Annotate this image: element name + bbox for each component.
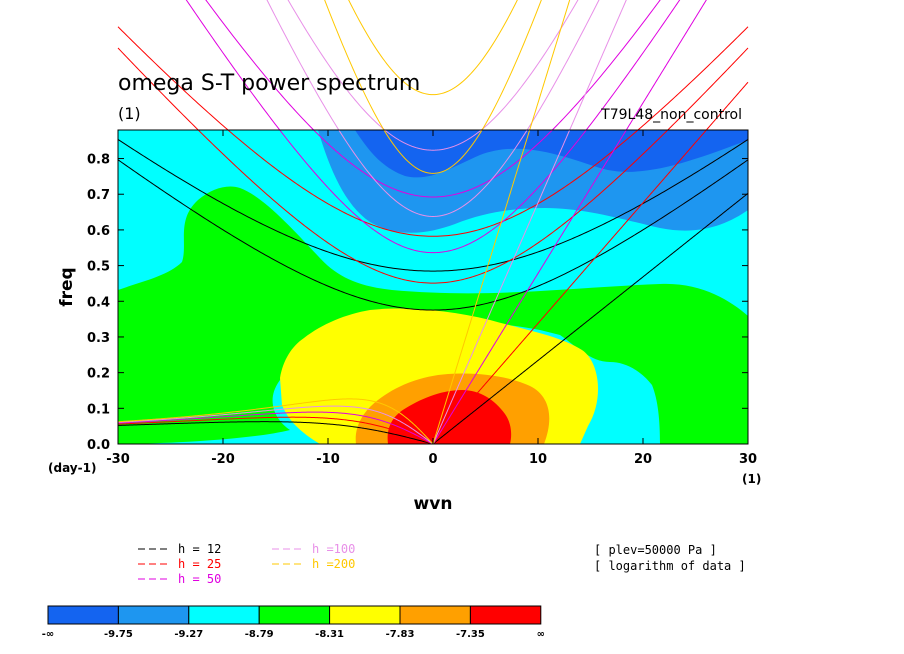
x-unit-label: (1) (742, 472, 761, 486)
y-axis-label: freq (57, 267, 77, 306)
x-tick-label: 20 (634, 452, 652, 467)
colorbar-label: -9.27 (174, 629, 203, 640)
gravity-wave-curve-n1 (185, 0, 681, 254)
legend-label: h = 50 (178, 572, 221, 586)
x-tick-label: 30 (739, 452, 757, 467)
y-tick-label: 0.7 (87, 188, 110, 203)
x-tick-label: -20 (211, 452, 235, 467)
x-tick-label: -30 (106, 452, 130, 467)
annotation-log: [ logarithm of data ] (594, 559, 746, 573)
colorbar-label: -7.35 (456, 629, 485, 640)
x-tick-label: 0 (428, 452, 437, 467)
legend-label: h =100 (312, 542, 355, 556)
y-tick-label: 0.5 (87, 260, 110, 275)
y-unit-label: (day-1) (48, 461, 96, 475)
annotation-plev: [ plev=50000 Pa ] (594, 543, 717, 557)
colorbar-swatch (117, 605, 190, 625)
chart-title: omega S-T power spectrum (118, 71, 420, 96)
x-tick-label: 10 (529, 452, 547, 467)
x-tick-label: -10 (316, 452, 340, 467)
colorbar-label: -8.79 (245, 629, 274, 640)
colorbar: -∞ -9.75 -9.27 -8.79 -8.31 -7.83 -7.35 ∞ (42, 605, 545, 640)
colorbar-label: -7.83 (386, 629, 415, 640)
rossby-curve (117, 398, 434, 444)
colorbar-swatch (47, 605, 119, 625)
colorbar-swatch (469, 605, 542, 625)
y-tick-label: 0.8 (87, 153, 110, 168)
rossby-curve (117, 411, 434, 444)
gravity-wave-curve-n2 (205, 0, 661, 198)
x-axis-label: wvn (414, 494, 453, 514)
colorbar-label: -∞ (42, 629, 54, 640)
y-tick-label: 0.3 (87, 331, 110, 346)
y-tick-label: 0.2 (87, 367, 110, 382)
colorbar-swatch (399, 605, 471, 625)
colorbar-swatch (329, 605, 401, 625)
gravity-wave-curve-n2 (348, 0, 518, 96)
kelvin-curve (432, 0, 707, 444)
kelvin-curve (432, 192, 749, 444)
x-axis-ticks: -30 -20 -10 0 10 20 30 (106, 130, 757, 467)
colorbar-label: ∞ (537, 629, 545, 640)
rossby-curve (117, 416, 434, 444)
dispersion-curves (117, 0, 749, 444)
legend-label: h = 25 (178, 557, 221, 571)
colorbar-swatch (258, 605, 331, 625)
gravity-wave-curve-n2 (117, 26, 749, 237)
gravity-wave-curve-n1 (117, 47, 749, 284)
gravity-wave-curve-n1 (117, 159, 749, 311)
colorbar-swatch (188, 605, 260, 625)
chart-subtitle-right: T79L48_non_control (600, 107, 742, 123)
y-tick-label: 0.1 (87, 402, 110, 417)
colorbar-label: -8.31 (315, 629, 344, 640)
y-tick-label: 0.6 (87, 224, 110, 239)
kelvin-curve (432, 81, 749, 444)
gravity-wave-curve-n2 (287, 0, 579, 151)
contour-fill (118, 130, 748, 444)
kelvin-curve (432, 0, 627, 444)
y-axis-ticks: 0.0 0.1 0.2 0.3 0.4 0.5 0.6 0.7 0.8 (87, 153, 748, 453)
colorbar-label: -9.75 (104, 629, 133, 640)
chart-subtitle-left: (1) (118, 104, 141, 123)
gravity-wave-curve-n1 (324, 0, 542, 174)
y-tick-label: 0.4 (87, 295, 110, 310)
rossby-curve (117, 421, 434, 444)
rossby-curve (117, 405, 434, 444)
kelvin-curve (432, 0, 571, 444)
legend-label: h =200 (312, 557, 355, 571)
y-tick-label: 0.0 (87, 438, 110, 453)
gravity-wave-curve-n1 (266, 0, 600, 217)
legend-label: h = 12 (178, 542, 221, 556)
